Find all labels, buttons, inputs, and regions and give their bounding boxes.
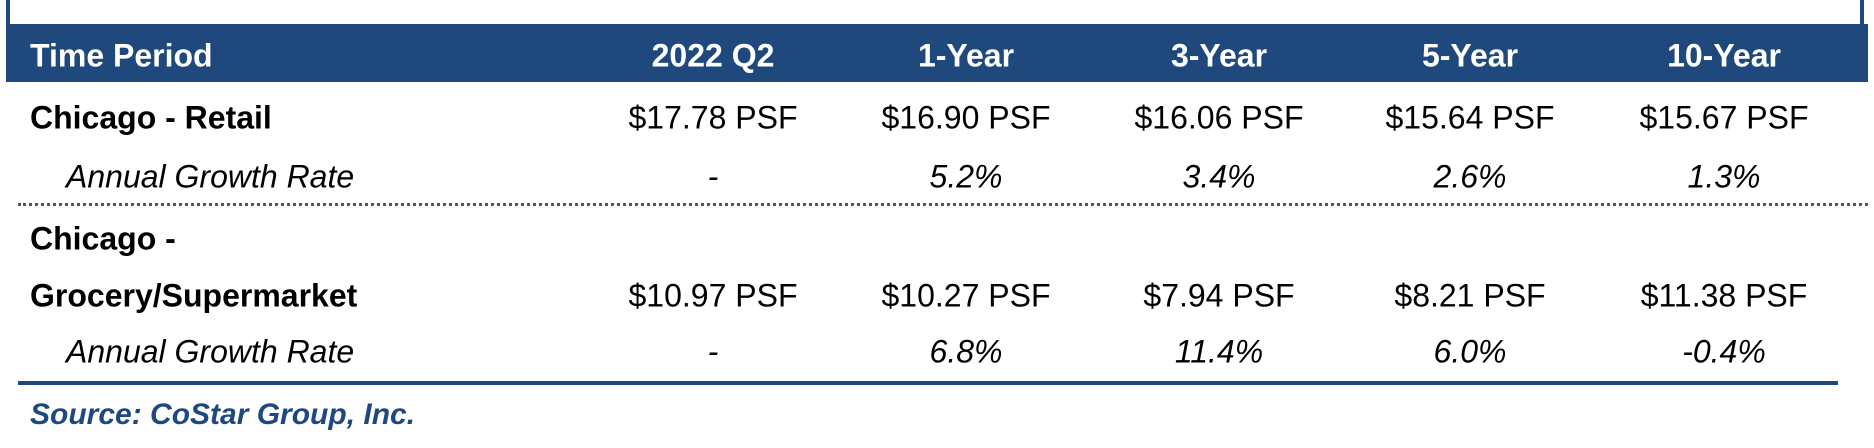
growth-value: 6.0% xyxy=(1433,333,1507,370)
rent-value: $11.38 PSF xyxy=(1640,277,1808,314)
rent-value: $10.97 PSF xyxy=(628,277,798,314)
row-label: Chicago - xyxy=(30,220,176,257)
rent-value: $16.06 PSF xyxy=(1134,99,1304,136)
header-label: Time Period xyxy=(30,37,213,74)
header-cell: 2022 Q2 xyxy=(651,37,775,74)
rent-value: $15.67 PSF xyxy=(1639,99,1809,136)
growth-value: 11.4% xyxy=(1174,333,1264,370)
growth-value: - xyxy=(707,158,719,195)
bottom-rule xyxy=(18,381,1838,385)
header-bar xyxy=(6,24,1868,82)
growth-value: 2.6% xyxy=(1433,158,1507,195)
header-cell: 10-Year xyxy=(1667,37,1781,74)
growth-value: - xyxy=(707,333,719,370)
dotted-separator xyxy=(18,203,1868,206)
rent-value: $16.90 PSF xyxy=(881,99,1051,136)
header-cell: 1-Year xyxy=(917,37,1015,74)
header-cell: 5-Year xyxy=(1421,37,1519,74)
growth-value: 6.8% xyxy=(929,333,1003,370)
top-frame xyxy=(6,0,1864,26)
header-cell: 3-Year xyxy=(1170,37,1268,74)
growth-label: Annual Growth Rate xyxy=(66,158,355,195)
rent-value: $10.27 PSF xyxy=(881,277,1051,314)
rent-value: $17.78 PSF xyxy=(628,99,798,136)
source-note: Source: CoStar Group, Inc. xyxy=(30,398,416,431)
growth-label: Annual Growth Rate xyxy=(66,333,355,370)
row-label: Chicago - Retail xyxy=(30,99,272,136)
rent-value: $8.21 PSF xyxy=(1394,277,1546,314)
rent-value: $15.64 PSF xyxy=(1385,99,1555,136)
rent-value: $7.94 PSF xyxy=(1143,277,1295,314)
growth-value: 5.2% xyxy=(929,158,1003,195)
row-label: Grocery/Supermarket xyxy=(30,277,358,314)
growth-value: -0.4% xyxy=(1682,333,1766,370)
growth-value: 3.4% xyxy=(1182,158,1256,195)
growth-value: 1.3% xyxy=(1687,158,1761,195)
